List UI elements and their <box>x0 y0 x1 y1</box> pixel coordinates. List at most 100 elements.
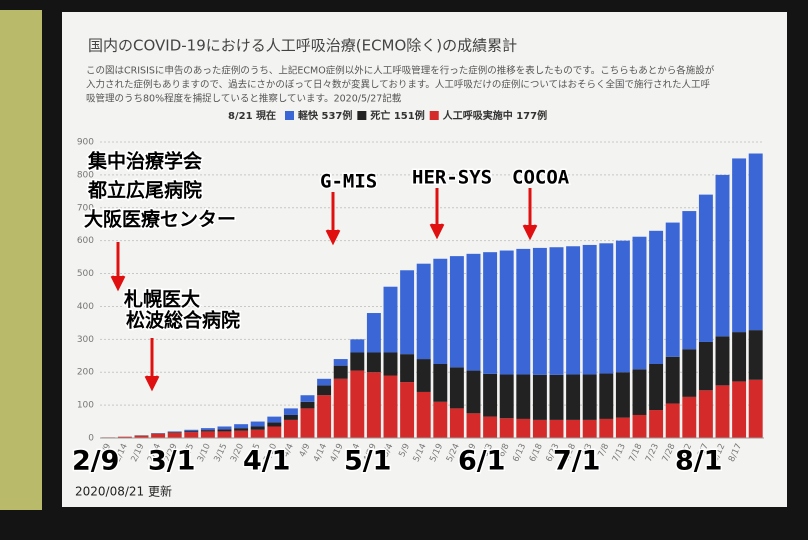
bar-segment <box>217 431 232 438</box>
bar-segment <box>167 432 182 438</box>
bar-segment <box>383 352 398 376</box>
y-tick-label: 600 <box>77 236 94 246</box>
bar-segment <box>366 372 381 438</box>
annotation: 集中治療学会 <box>87 150 202 173</box>
bar-segment <box>267 426 282 438</box>
legend-swatch <box>285 111 294 120</box>
bar-segment <box>433 401 448 438</box>
bar-segment <box>184 431 199 433</box>
bar-segment <box>632 414 647 438</box>
bar-segment <box>466 413 481 438</box>
bar-segment <box>167 431 182 433</box>
bar-segment <box>715 174 730 337</box>
bar-segment <box>350 339 365 353</box>
y-tick-label: 800 <box>77 170 94 180</box>
annotation: HER-SYS <box>412 167 492 189</box>
bar-segment <box>532 419 547 438</box>
bar-segment <box>599 243 614 374</box>
bar-segment <box>516 248 531 375</box>
y-tick-label: 200 <box>77 368 94 378</box>
bar-segment <box>234 428 249 431</box>
bar-segment <box>499 250 514 375</box>
y-tick-label: 900 <box>77 138 94 148</box>
bar-segment <box>599 373 614 419</box>
left-strip <box>0 10 42 510</box>
bar-segment <box>416 359 431 392</box>
bar-segment <box>516 418 531 438</box>
bar-segment <box>317 385 332 396</box>
bar-segment <box>300 395 315 402</box>
footer: 2020/08/21 更新 <box>75 484 172 499</box>
bar-segment <box>549 419 564 438</box>
bar-segment <box>350 370 365 438</box>
bar-segment <box>283 414 298 420</box>
bar-segment <box>632 236 647 370</box>
bar-segment <box>267 422 282 427</box>
bar-segment <box>400 354 415 383</box>
bar-segment <box>532 247 547 375</box>
annotation: G-MIS <box>320 171 377 193</box>
date-callout: 3/1 <box>148 446 195 477</box>
bar-segment <box>433 258 448 364</box>
bar-segment <box>732 332 747 382</box>
bar-segment <box>748 379 763 438</box>
y-tick-label: 0 <box>88 434 94 444</box>
date-callout: 8/1 <box>675 446 722 477</box>
bar-segment <box>400 382 415 438</box>
bar-segment <box>234 424 249 429</box>
y-tick-label: 400 <box>77 302 94 312</box>
bar-segment <box>715 385 730 438</box>
bar-segment <box>599 418 614 438</box>
date-callout: 6/1 <box>458 446 505 477</box>
bar-segment <box>466 253 481 371</box>
legend-label: 死亡 151例 <box>370 109 424 122</box>
bar-segment <box>615 372 630 418</box>
bar-segment <box>698 194 713 342</box>
bar-segment <box>499 374 514 419</box>
bar-segment <box>732 158 747 333</box>
bar-segment <box>649 230 664 364</box>
bar-segment <box>549 374 564 420</box>
bar-segment <box>532 374 547 420</box>
date-callout: 2/9 <box>72 446 119 477</box>
bar-segment <box>184 429 199 432</box>
bar-segment <box>383 375 398 438</box>
bar-segment <box>665 356 680 404</box>
bar-segment <box>715 336 730 386</box>
bar-segment <box>748 330 763 380</box>
bar-segment <box>483 416 498 438</box>
bar-segment <box>317 378 332 386</box>
chart-title: 国内のCOVID-19における人工呼吸治療(ECMO除く)の成績累計 <box>88 37 517 55</box>
bar-segment <box>582 244 597 375</box>
description: この図はCRISISに申告のあった症例のうち、上記ECMO症例以外に人工呼吸管理… <box>86 65 715 77</box>
bar-segment <box>151 433 166 438</box>
bar-segment <box>184 432 199 438</box>
bar-segment <box>300 401 315 409</box>
bar-segment <box>732 381 747 438</box>
bar-segment <box>665 403 680 438</box>
bar-segment <box>632 369 647 415</box>
bar-segment <box>250 429 265 438</box>
bar-segment <box>283 408 298 415</box>
legend-label: 軽快 537例 <box>298 109 352 122</box>
bar-segment <box>234 430 249 438</box>
bar-segment <box>682 211 697 350</box>
legend-swatch <box>429 111 439 120</box>
annotation: 都立広尾病院 <box>87 179 202 202</box>
bar-segment <box>483 252 498 374</box>
bar-segment <box>665 222 680 357</box>
bar-segment <box>649 410 664 438</box>
bar-segment <box>615 417 630 438</box>
legend-label: 人工呼吸実施中 177例 <box>443 109 547 122</box>
bar-segment <box>267 416 282 423</box>
bar-segment <box>117 436 132 438</box>
bar-segment <box>566 374 581 420</box>
bar-segment <box>200 431 215 438</box>
legend-date: 8/21 現在 <box>228 109 276 122</box>
bar-segment <box>682 396 697 438</box>
y-tick-label: 500 <box>77 269 94 279</box>
bar-segment <box>350 352 365 371</box>
date-callout: 5/1 <box>344 446 391 477</box>
bar-segment <box>400 270 415 355</box>
